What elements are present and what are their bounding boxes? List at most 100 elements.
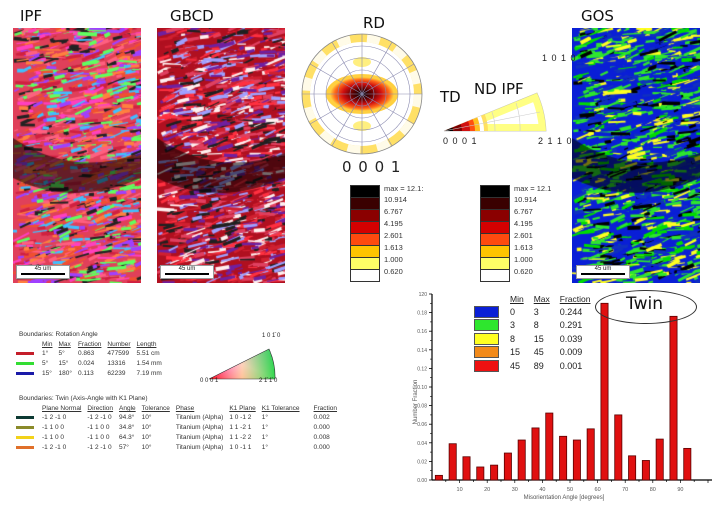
histogram-bar — [655, 438, 664, 481]
gos-title: GOS — [581, 7, 614, 25]
ipf-color-key — [208, 348, 276, 380]
min-value: 5° — [42, 360, 49, 367]
boundary-color-swatch — [16, 361, 34, 365]
histogram-bar — [586, 428, 595, 481]
gos-fraction: 0.009 — [559, 347, 583, 358]
gos-color-swatch — [474, 319, 499, 332]
gos-legend-row: 45 89 0.001 — [474, 359, 600, 373]
td-label: TD — [440, 88, 461, 106]
y-tick-label: 0.16 — [417, 329, 427, 335]
gos-scale-bar: 45 um — [576, 265, 630, 279]
nd-ipf-0001-label: 0 0 0 1 — [443, 136, 478, 146]
gos-min: 0 — [510, 306, 516, 317]
k1-tolerance-value: 1° — [261, 424, 268, 431]
intensity-value: 1.000 — [384, 255, 403, 264]
histogram-bar — [559, 435, 568, 481]
gos-min: 8 — [510, 333, 516, 344]
ipf-scale-label: 45 um — [34, 266, 52, 272]
col-plane-normal: Plane Normal — [42, 405, 82, 412]
nd-ipf-2110-label: 2 1 1 0 — [538, 136, 573, 146]
intensity-value: 0.620 — [384, 267, 403, 276]
twin-boundary-row: -1 2 -1 0 -1 2 -1 0 57° 10° Titanium (Alpha)… — [16, 443, 343, 453]
histogram-bar — [572, 439, 581, 481]
gos-fraction: 0.039 — [559, 333, 583, 344]
ipf-map — [13, 28, 141, 283]
y-tick-label: 0.00 — [417, 478, 427, 484]
col-length: Length — [136, 341, 157, 348]
k1-tolerance-value: 1° — [261, 434, 268, 441]
gos-min: 45 — [510, 360, 521, 371]
twin-color-swatch — [16, 425, 34, 429]
ipf-title: IPF — [20, 7, 43, 25]
fraction-value: 0.113 — [77, 370, 94, 377]
y-axis-label: Number Fraction — [413, 380, 419, 425]
histogram-bar — [669, 315, 678, 481]
y-tick-label: 0.08 — [417, 404, 427, 410]
twin-boundary-row: -1 1 0 0 -1 1 0 0 64.3° 10° Titanium (Alpha)… — [16, 433, 343, 443]
length-value: 7.19 mm — [136, 370, 162, 377]
fraction-value: 0.008 — [313, 434, 330, 441]
rotation-boundary-row: 5° 15° 0.024 13316 1.54 mm — [16, 359, 168, 369]
twin-annotation-ellipse — [595, 290, 697, 324]
gos-max: 15 — [533, 333, 544, 344]
twin-boundary-row: -1 1 0 0 -1 1 0 0 34.8° 10° Titanium (Alpha)… — [16, 423, 343, 433]
gos-col-min: Min — [510, 294, 524, 304]
k1-plane-value: 1 1 -2 2 — [229, 434, 252, 441]
histogram-bar — [641, 460, 650, 481]
rd-intensity-legend: max = 12.1: 10.914 6.767 4.195 2.601 1.613 1.… — [350, 184, 440, 290]
phase-value: Titanium (Alpha) — [175, 434, 224, 441]
intensity-value: 1.000 — [514, 255, 533, 264]
tolerance-value: 10° — [141, 444, 152, 451]
twin-annotation-label: Twin — [626, 294, 663, 314]
y-tick-label: 0.14 — [417, 348, 427, 354]
gos-legend-row: 3 8 0.291 — [474, 319, 600, 333]
gbcd-scale-bar: 45 um — [160, 265, 214, 279]
twin-color-swatch — [16, 445, 34, 449]
angle-value: 64.3° — [119, 434, 135, 441]
intensity-value: 4.195 — [514, 219, 533, 228]
key-1010-label: 1 0 1̄ 0 — [262, 333, 281, 339]
histogram-bar — [683, 447, 692, 481]
histogram-bar — [476, 466, 485, 481]
rotation-boundaries-title: Boundaries: Rotation Angle — [19, 331, 98, 338]
twin-boundaries-title: Boundaries: Twin (Axis-Angle with K1 Pla… — [19, 395, 148, 402]
plane-normal-value: -1 1 0 0 — [42, 434, 65, 441]
gos-color-swatch — [474, 346, 499, 359]
ipf-legend-max: max = 12.1 — [514, 184, 552, 193]
x-tick-label: 30 — [512, 487, 518, 493]
k1-tolerance-value: 1° — [261, 414, 268, 421]
twin-boundaries-table: Plane Normal Direction Angle Tolerance P… — [16, 405, 343, 453]
histogram-bar — [531, 427, 540, 481]
intensity-swatch — [480, 269, 510, 282]
gos-max: 89 — [533, 360, 544, 371]
gbcd-map — [157, 28, 285, 283]
gos-max: 3 — [533, 306, 539, 317]
misorientation-histogram: 0.00 0.02 0.04 0.06 0.08 0.10 0.12 0.14 0.16 0.18… — [413, 292, 712, 501]
direction-value: -1 2 -1 0 — [87, 414, 112, 421]
col-k1-plane: K1 Plane — [229, 405, 256, 412]
gos-fraction: 0.001 — [559, 360, 583, 371]
rotation-boundaries-table: Min Max Fraction Number Length 1° 5° 0.863… — [16, 341, 168, 379]
y-tick-label: 0.12 — [417, 366, 427, 372]
tolerance-value: 10° — [141, 434, 152, 441]
gos-min: 3 — [510, 320, 516, 331]
histogram-bar — [503, 452, 512, 481]
fraction-value: 0.024 — [77, 360, 95, 367]
histogram-bar — [517, 439, 526, 481]
max-value: 5° — [58, 350, 65, 357]
col-angle: Angle — [119, 405, 136, 412]
nd-ipf-title: ND IPF — [474, 80, 524, 98]
k1-plane-value: 1 0 -1 2 — [229, 414, 252, 421]
y-tick-label: 0.02 — [417, 459, 427, 465]
histogram-bar — [448, 443, 457, 481]
fraction-value: 0.000 — [313, 444, 330, 451]
direction-value: -1 1 0 0 — [87, 434, 110, 441]
k1-tolerance-value: 1° — [261, 444, 268, 451]
gos-col-fraction: Fraction — [559, 294, 591, 304]
histogram-bar — [545, 412, 554, 481]
rotation-boundary-row: 15° 180° 0.113 62239 7.19 mm — [16, 369, 168, 379]
col-min: Min — [42, 341, 53, 348]
boundary-color-swatch — [16, 351, 34, 355]
y-tick-label: 0.18 — [417, 311, 427, 317]
phase-value: Titanium (Alpha) — [175, 424, 224, 431]
